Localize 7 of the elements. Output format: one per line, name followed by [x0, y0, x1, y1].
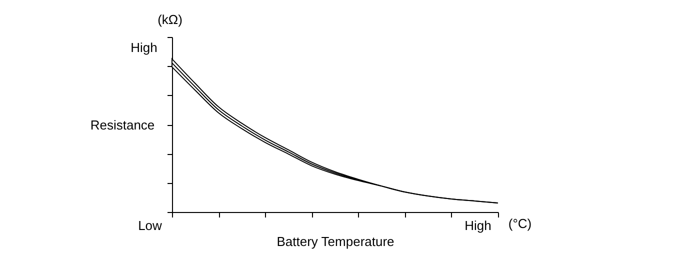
text: (kΩ)	[158, 12, 182, 27]
text: Low	[138, 218, 163, 233]
text: High	[130, 40, 158, 55]
text: High	[464, 218, 492, 233]
text: (°C)	[508, 216, 532, 231]
y-axis-title: Resistance	[90, 118, 155, 132]
x-axis-title: Battery Temperature	[276, 234, 394, 249]
